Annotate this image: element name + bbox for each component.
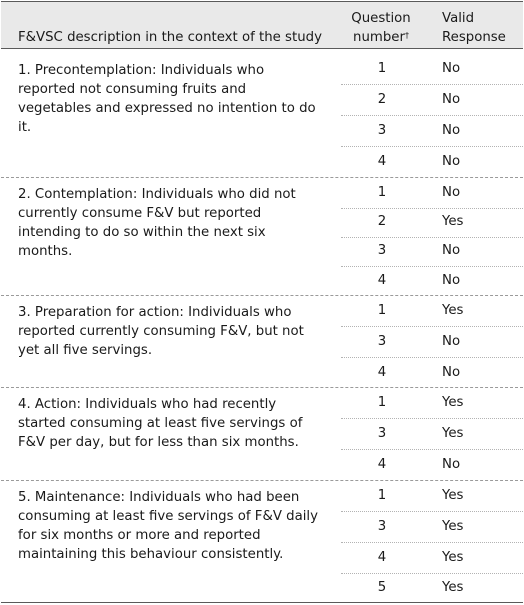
question-number: 3 bbox=[377, 519, 387, 534]
question-number: 1 bbox=[377, 185, 387, 200]
valid-response: Yes bbox=[442, 580, 464, 595]
question-number: 4 bbox=[377, 457, 387, 472]
table-row: 2 No bbox=[341, 85, 523, 116]
table-row: 1 No bbox=[341, 54, 523, 85]
question-number: 1 bbox=[377, 395, 387, 410]
stage-description: 4. Action: Individuals who had recently … bbox=[18, 397, 303, 450]
valid-response: No bbox=[442, 185, 461, 200]
stage-description: 1. Precontemplation: Individuals who rep… bbox=[18, 63, 316, 135]
header-valid-response: Valid Response bbox=[442, 9, 506, 47]
valid-response: No bbox=[442, 273, 461, 288]
table-row: 5 Yes bbox=[341, 573, 523, 603]
table-row: 1 No bbox=[341, 178, 523, 209]
question-number: 1 bbox=[377, 303, 387, 318]
table-row: 2 Yes bbox=[341, 207, 523, 238]
header-question-line2: number† bbox=[339, 28, 423, 47]
valid-response: Yes bbox=[442, 519, 464, 534]
valid-response: Yes bbox=[442, 395, 464, 410]
table-row: 1 Yes bbox=[341, 388, 523, 419]
stage-description: 5. Maintenance: Individuals who had been… bbox=[18, 490, 318, 562]
table-row: 3 Yes bbox=[341, 419, 523, 450]
table-row: 4 Yes bbox=[341, 543, 523, 574]
question-number: 4 bbox=[377, 273, 387, 288]
valid-response: No bbox=[442, 154, 461, 169]
valid-response: Yes bbox=[442, 426, 464, 441]
valid-response: Yes bbox=[442, 550, 464, 565]
question-number: 1 bbox=[377, 61, 387, 76]
table-row: 4 No bbox=[341, 450, 523, 480]
valid-response: Yes bbox=[442, 303, 464, 318]
valid-response: No bbox=[442, 92, 461, 107]
header-question-number: Question number† bbox=[339, 9, 423, 47]
stage-group-precontemplation: 1. Precontemplation: Individuals who rep… bbox=[1, 54, 523, 178]
valid-response: No bbox=[442, 334, 461, 349]
question-number: 2 bbox=[377, 92, 387, 107]
table-row: 1 Yes bbox=[341, 296, 523, 327]
question-number: 4 bbox=[377, 550, 387, 565]
stage-group-contemplation: 2. Contemplation: Individuals who did no… bbox=[1, 178, 523, 296]
table-row: 3 No bbox=[341, 116, 523, 147]
header-description: F&VSC description in the context of the … bbox=[18, 30, 322, 45]
question-number: 3 bbox=[377, 426, 387, 441]
table-header: F&VSC description in the context of the … bbox=[1, 1, 523, 49]
question-number: 1 bbox=[377, 488, 387, 503]
table-row: 3 No bbox=[341, 236, 523, 267]
header-question-line1: Question bbox=[351, 11, 411, 26]
table-row: 1 Yes bbox=[341, 481, 523, 512]
table-row: 4 No bbox=[341, 358, 523, 388]
valid-response: No bbox=[442, 365, 461, 380]
valid-response: No bbox=[442, 61, 461, 76]
stage-group-maintenance: 5. Maintenance: Individuals who had been… bbox=[1, 481, 523, 603]
question-number: 4 bbox=[377, 154, 387, 169]
question-number: 3 bbox=[377, 243, 387, 258]
stage-group-preparation: 3. Preparation for action: Individuals w… bbox=[1, 296, 523, 388]
question-number: 3 bbox=[377, 334, 387, 349]
valid-response: No bbox=[442, 243, 461, 258]
table-row: 3 Yes bbox=[341, 512, 523, 543]
table-row: 4 No bbox=[341, 147, 523, 177]
table-row: 4 No bbox=[341, 266, 523, 296]
stage-description: 3. Preparation for action: Individuals w… bbox=[18, 305, 304, 358]
header-question-line2-text: number bbox=[353, 30, 405, 45]
valid-response: No bbox=[442, 457, 461, 472]
valid-response: No bbox=[442, 123, 461, 138]
table-row: 3 No bbox=[341, 327, 523, 358]
valid-response: Yes bbox=[442, 214, 464, 229]
stage-group-action: 4. Action: Individuals who had recently … bbox=[1, 388, 523, 481]
header-valid-line2: Response bbox=[442, 30, 506, 45]
question-number: 3 bbox=[377, 123, 387, 138]
dagger-footnote-mark: † bbox=[404, 31, 409, 40]
question-number: 5 bbox=[377, 580, 387, 595]
question-number: 4 bbox=[377, 365, 387, 380]
header-valid-line1: Valid bbox=[442, 11, 475, 26]
question-number: 2 bbox=[377, 214, 387, 229]
stage-description: 2. Contemplation: Individuals who did no… bbox=[18, 187, 296, 259]
valid-response: Yes bbox=[442, 488, 464, 503]
